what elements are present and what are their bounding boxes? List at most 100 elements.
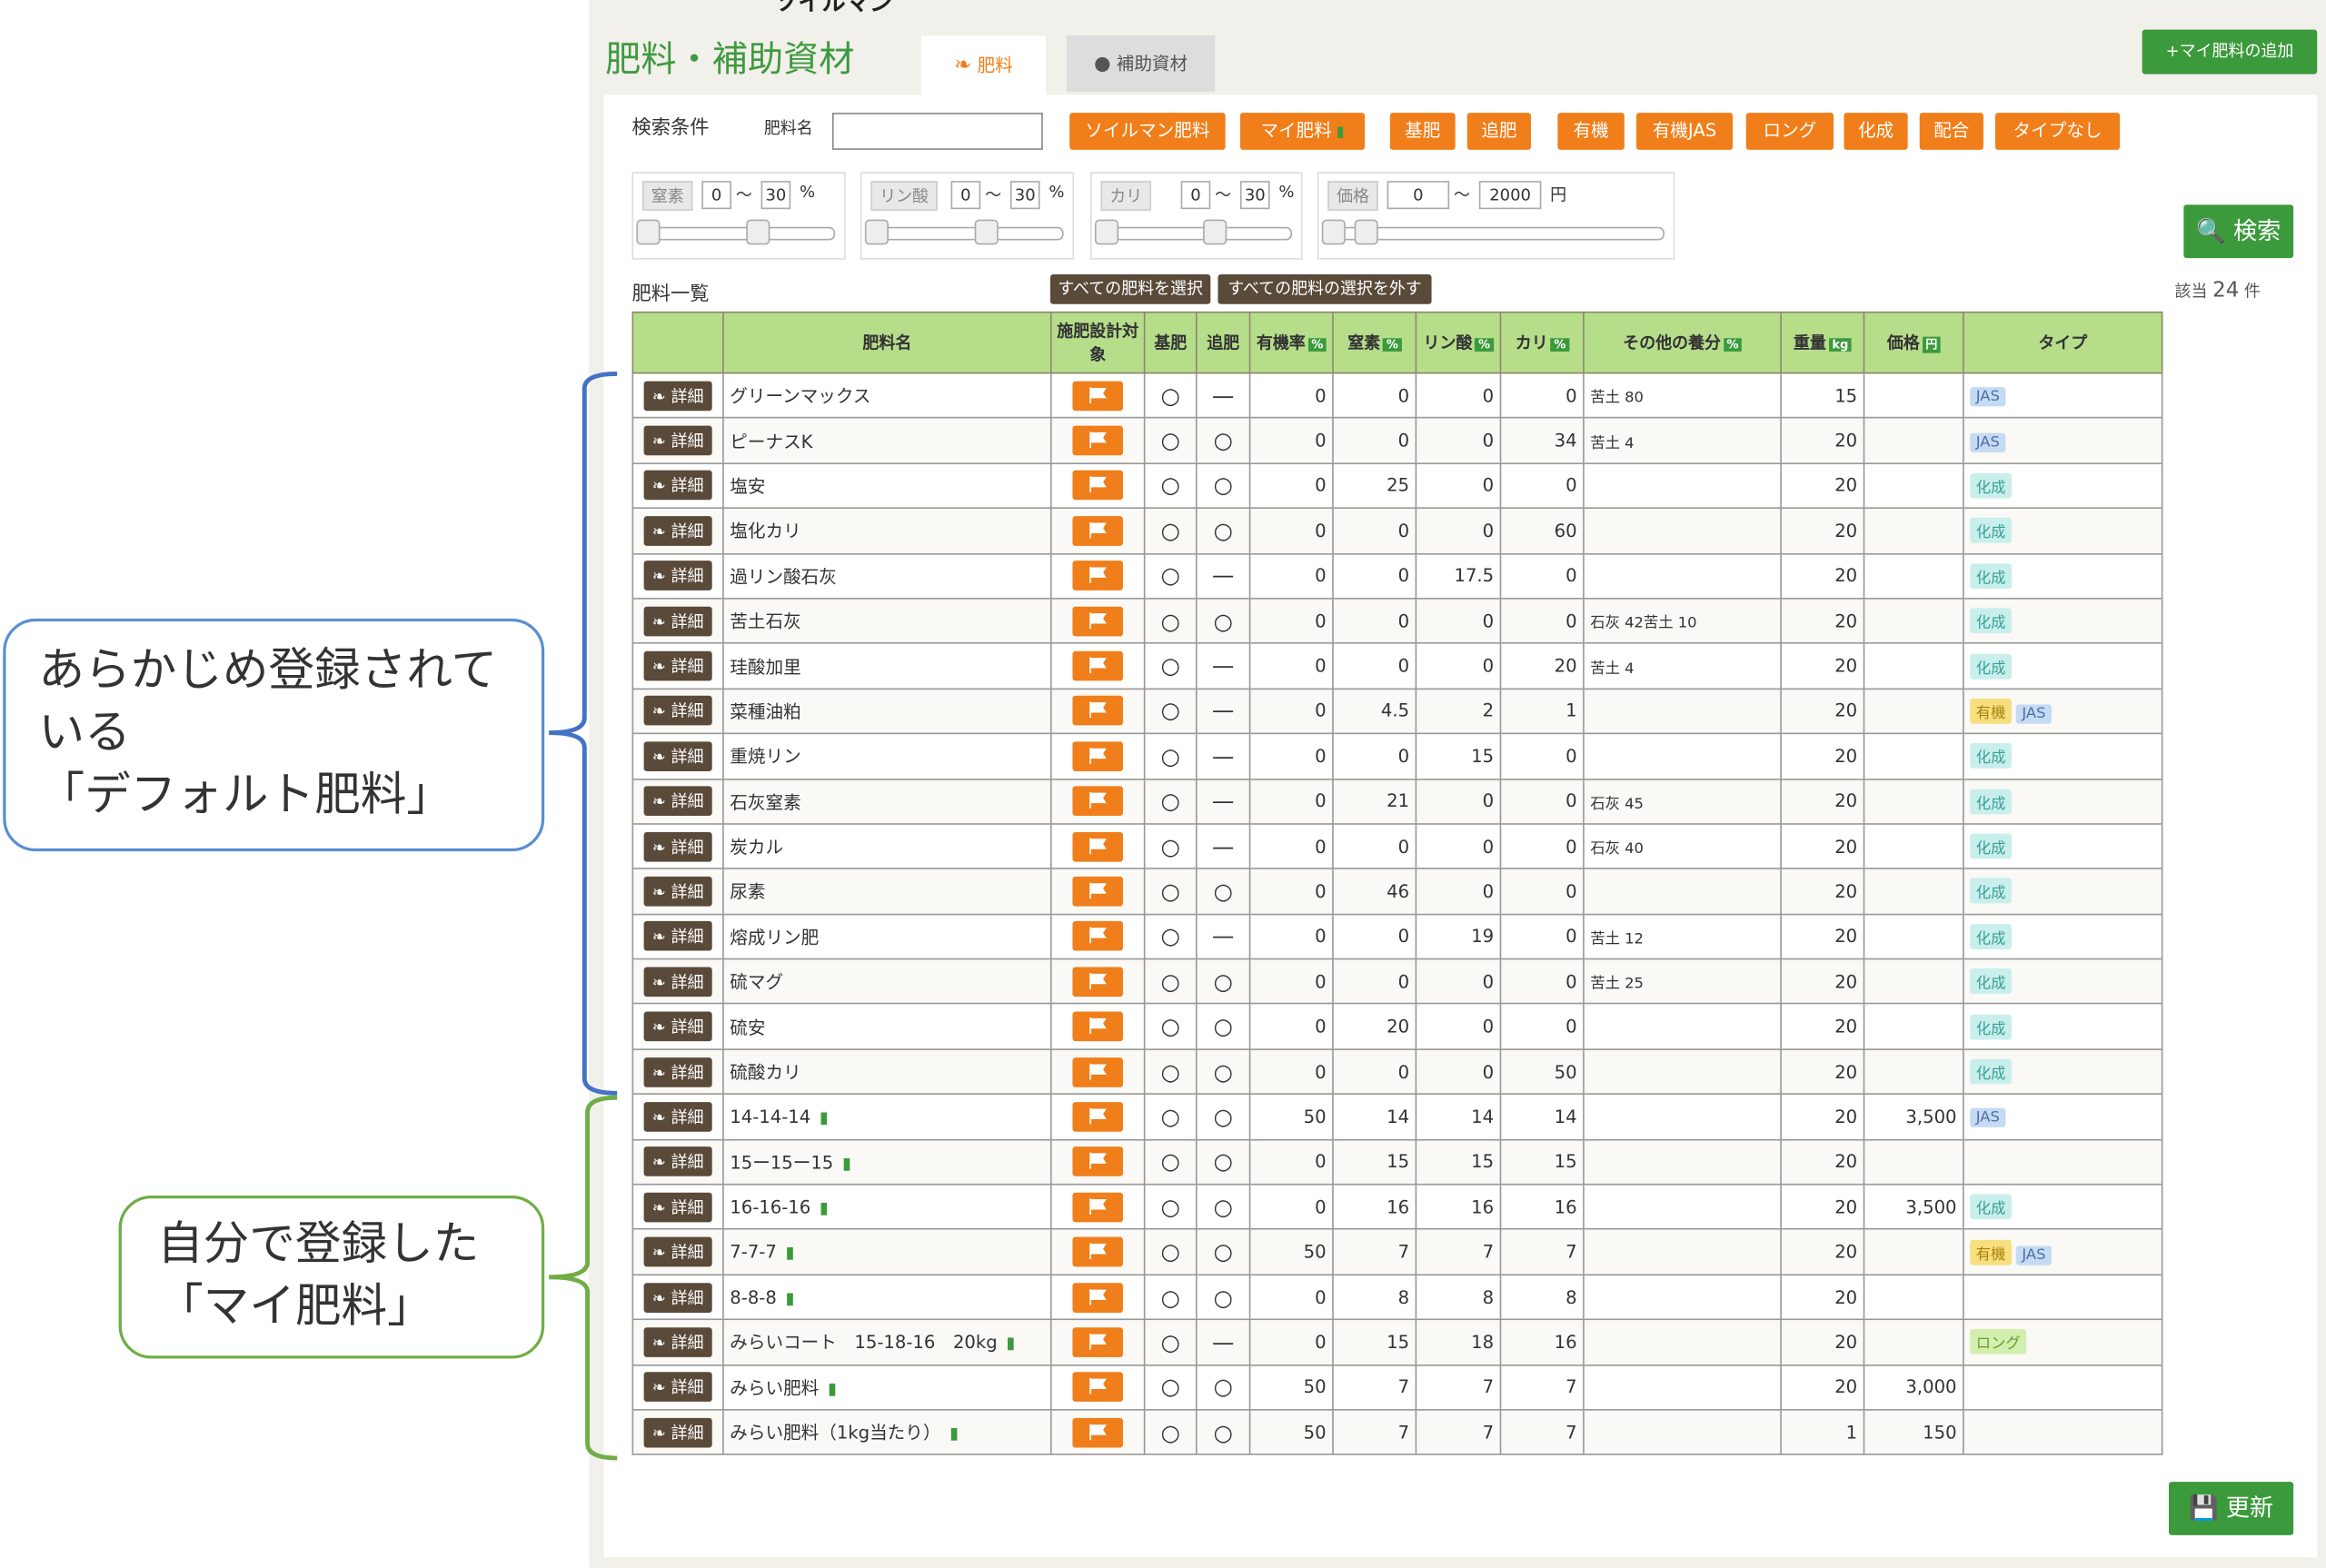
top-cell: — [1195,732,1251,780]
target-flag[interactable] [1072,1146,1123,1177]
detail-button[interactable]: ❧ 詳細 [643,1417,713,1447]
green-bracket [549,1095,618,1461]
blue-bracket [549,371,618,1096]
target-flag[interactable] [1072,741,1123,771]
price-cell [1863,868,1964,915]
target-flag[interactable] [1072,561,1123,591]
target-flag[interactable] [1072,967,1123,997]
target-flag[interactable] [1072,786,1123,817]
slider-knob[interactable] [746,219,770,245]
detail-button[interactable]: ❧ 詳細 [643,696,713,727]
filter-button[interactable]: 配合 [1919,113,1983,150]
update-button[interactable]: 💾 更新 [2169,1482,2294,1535]
target-flag[interactable] [1072,696,1123,727]
range-min[interactable]: 0 [701,181,731,210]
slider-knob[interactable] [636,219,661,245]
slider-knob[interactable] [864,219,889,245]
range-max[interactable]: 30 [1239,181,1270,210]
detail-button[interactable]: ❧ 詳細 [643,921,713,952]
target-flag[interactable] [1072,876,1123,907]
detail-button[interactable]: ❧ 詳細 [643,1236,713,1267]
slider-knob[interactable] [974,219,999,245]
slider-knob[interactable] [1203,219,1228,245]
n-cell: 4.5 [1332,688,1417,735]
detail-button[interactable]: ❧ 詳細 [643,967,713,997]
target-flag[interactable] [1072,1327,1123,1357]
deselect-all[interactable]: すべての肥料の選択を外す [1218,274,1432,304]
detail-button[interactable]: ❧ 詳細 [643,471,713,501]
target-flag[interactable] [1072,1057,1123,1087]
detail-button[interactable]: ❧ 詳細 [643,650,713,681]
target-flag[interactable] [1072,921,1123,952]
detail-button[interactable]: ❧ 詳細 [643,1101,713,1132]
target-flag[interactable] [1072,650,1123,681]
filter-button[interactable]: ロング [1745,113,1834,150]
filter-button[interactable]: 化成 [1844,113,1908,150]
detail-button[interactable]: ❧ 詳細 [643,561,713,591]
target-flag[interactable] [1072,515,1123,546]
detail-button[interactable]: ❧ 詳細 [643,786,713,817]
tab-materials[interactable]: ● 補助資材 [1066,35,1216,93]
detail-button[interactable]: ❧ 詳細 [643,515,713,546]
n-cell: 20 [1332,1003,1417,1050]
detail-button[interactable]: ❧ 詳細 [643,606,713,636]
filter-button[interactable]: 追肥 [1466,113,1531,150]
add-button[interactable]: +マイ肥料の追加 [2142,29,2318,74]
target-flag[interactable] [1072,606,1123,636]
target-flag[interactable] [1072,425,1123,456]
slider-knob[interactable] [1094,219,1119,245]
filter-button[interactable]: マイ肥料 ▮ [1239,113,1366,150]
filter-button[interactable]: タイプなし [1994,113,2121,150]
detail-label: 詳細 [671,928,704,948]
detail-button[interactable]: ❧ 詳細 [643,425,713,456]
type-tag: JAS [1970,1108,2006,1128]
select-all[interactable]: すべての肥料を選択 [1049,274,1211,304]
target-flag[interactable] [1072,831,1123,861]
range-min[interactable]: 0 [1180,181,1211,210]
target-flag[interactable] [1072,1101,1123,1132]
target-flag[interactable] [1072,1372,1123,1403]
detail-button[interactable]: ❧ 詳細 [643,1057,713,1087]
filter-button[interactable]: 有機JAS [1635,113,1733,150]
detail-button[interactable]: ❧ 詳細 [643,1327,713,1357]
detail-button[interactable]: ❧ 詳細 [643,1011,713,1042]
range-max[interactable]: 30 [760,181,791,210]
detail-button[interactable]: ❧ 詳細 [643,381,713,411]
range-min[interactable]: 0 [950,181,981,210]
target-flag[interactable] [1072,471,1123,501]
range-max[interactable]: 30 [1009,181,1040,210]
weight-value: 15 [1834,384,1858,406]
type-tag: 化成 [1970,518,2012,544]
filter-button[interactable]: 有機 [1557,113,1625,150]
slider-knob[interactable] [1354,219,1378,245]
range-max[interactable]: 2000 [1478,181,1542,210]
name-input[interactable] [831,113,1043,150]
type-tag: 有機 [1970,1239,2012,1265]
range-min[interactable]: 0 [1387,181,1450,210]
target-flag[interactable] [1072,1236,1123,1267]
filter-button[interactable]: 基肥 [1389,113,1456,150]
detail-button[interactable]: ❧ 詳細 [643,741,713,771]
detail-button[interactable]: ❧ 詳細 [643,1282,713,1313]
target-flag[interactable] [1072,1192,1123,1222]
search-button[interactable]: 🔍 検索 [2183,204,2294,259]
header-label: カリ [1515,333,1548,353]
basal-cell: ○ [1143,1409,1198,1456]
target-flag[interactable] [1072,1417,1123,1447]
target-flag[interactable] [1072,1282,1123,1313]
tab-fertilizer[interactable]: ❧ 肥料 [920,35,1047,95]
detail-button[interactable]: ❧ 詳細 [643,876,713,907]
basal-cell: ○ [1143,1048,1198,1096]
filter-button[interactable]: ソイルマン肥料 [1069,113,1226,150]
p-value: 0 [1482,520,1495,541]
detail-button[interactable]: ❧ 詳細 [643,1146,713,1177]
target-flag[interactable] [1072,381,1123,411]
detail-button[interactable]: ❧ 詳細 [643,831,713,861]
target-flag[interactable] [1072,1011,1123,1042]
detail-button[interactable]: ❧ 詳細 [643,1372,713,1403]
organic-value: 0 [1315,880,1327,902]
n-cell: 0 [1332,822,1417,870]
organic-value: 0 [1315,790,1327,812]
slider-knob[interactable] [1321,219,1346,245]
detail-button[interactable]: ❧ 詳細 [643,1192,713,1222]
